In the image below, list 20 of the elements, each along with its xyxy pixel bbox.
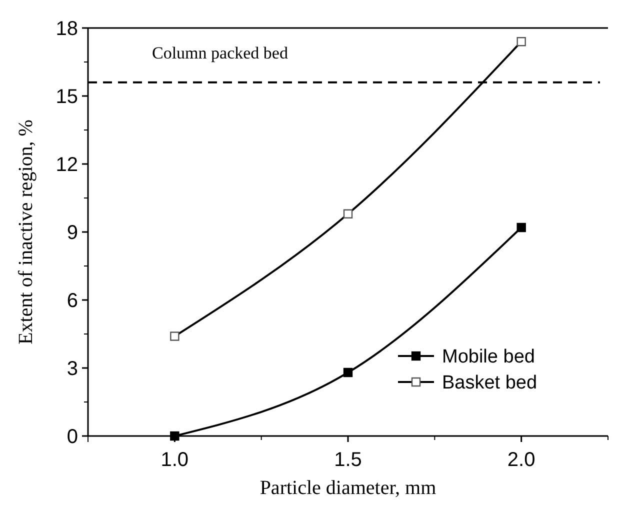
ref-line-label: Column packed bed <box>152 43 288 62</box>
y-tick-label: 12 <box>56 154 78 176</box>
y-tick-label: 0 <box>66 426 78 448</box>
x-axis-title: Particle diameter, mm <box>260 477 437 499</box>
x-tick-label: 1.5 <box>334 449 362 471</box>
legend-label: Basket bed <box>442 372 538 394</box>
y-tick-label: 3 <box>66 358 78 380</box>
y-axis-title: Extent of inactive region, % <box>15 120 37 344</box>
x-tick-label: 1.0 <box>160 449 189 471</box>
point <box>343 368 353 378</box>
point <box>516 222 526 232</box>
y-tick-label: 9 <box>66 222 78 244</box>
y-tick-label: 6 <box>66 290 78 312</box>
point <box>343 209 353 218</box>
point <box>170 332 180 341</box>
x-tick-label: 2.0 <box>507 449 536 471</box>
y-tick-label: 18 <box>56 18 78 40</box>
y-tick-label: 15 <box>56 86 78 108</box>
point <box>516 37 526 46</box>
legend-label: Mobile bed <box>442 346 535 368</box>
